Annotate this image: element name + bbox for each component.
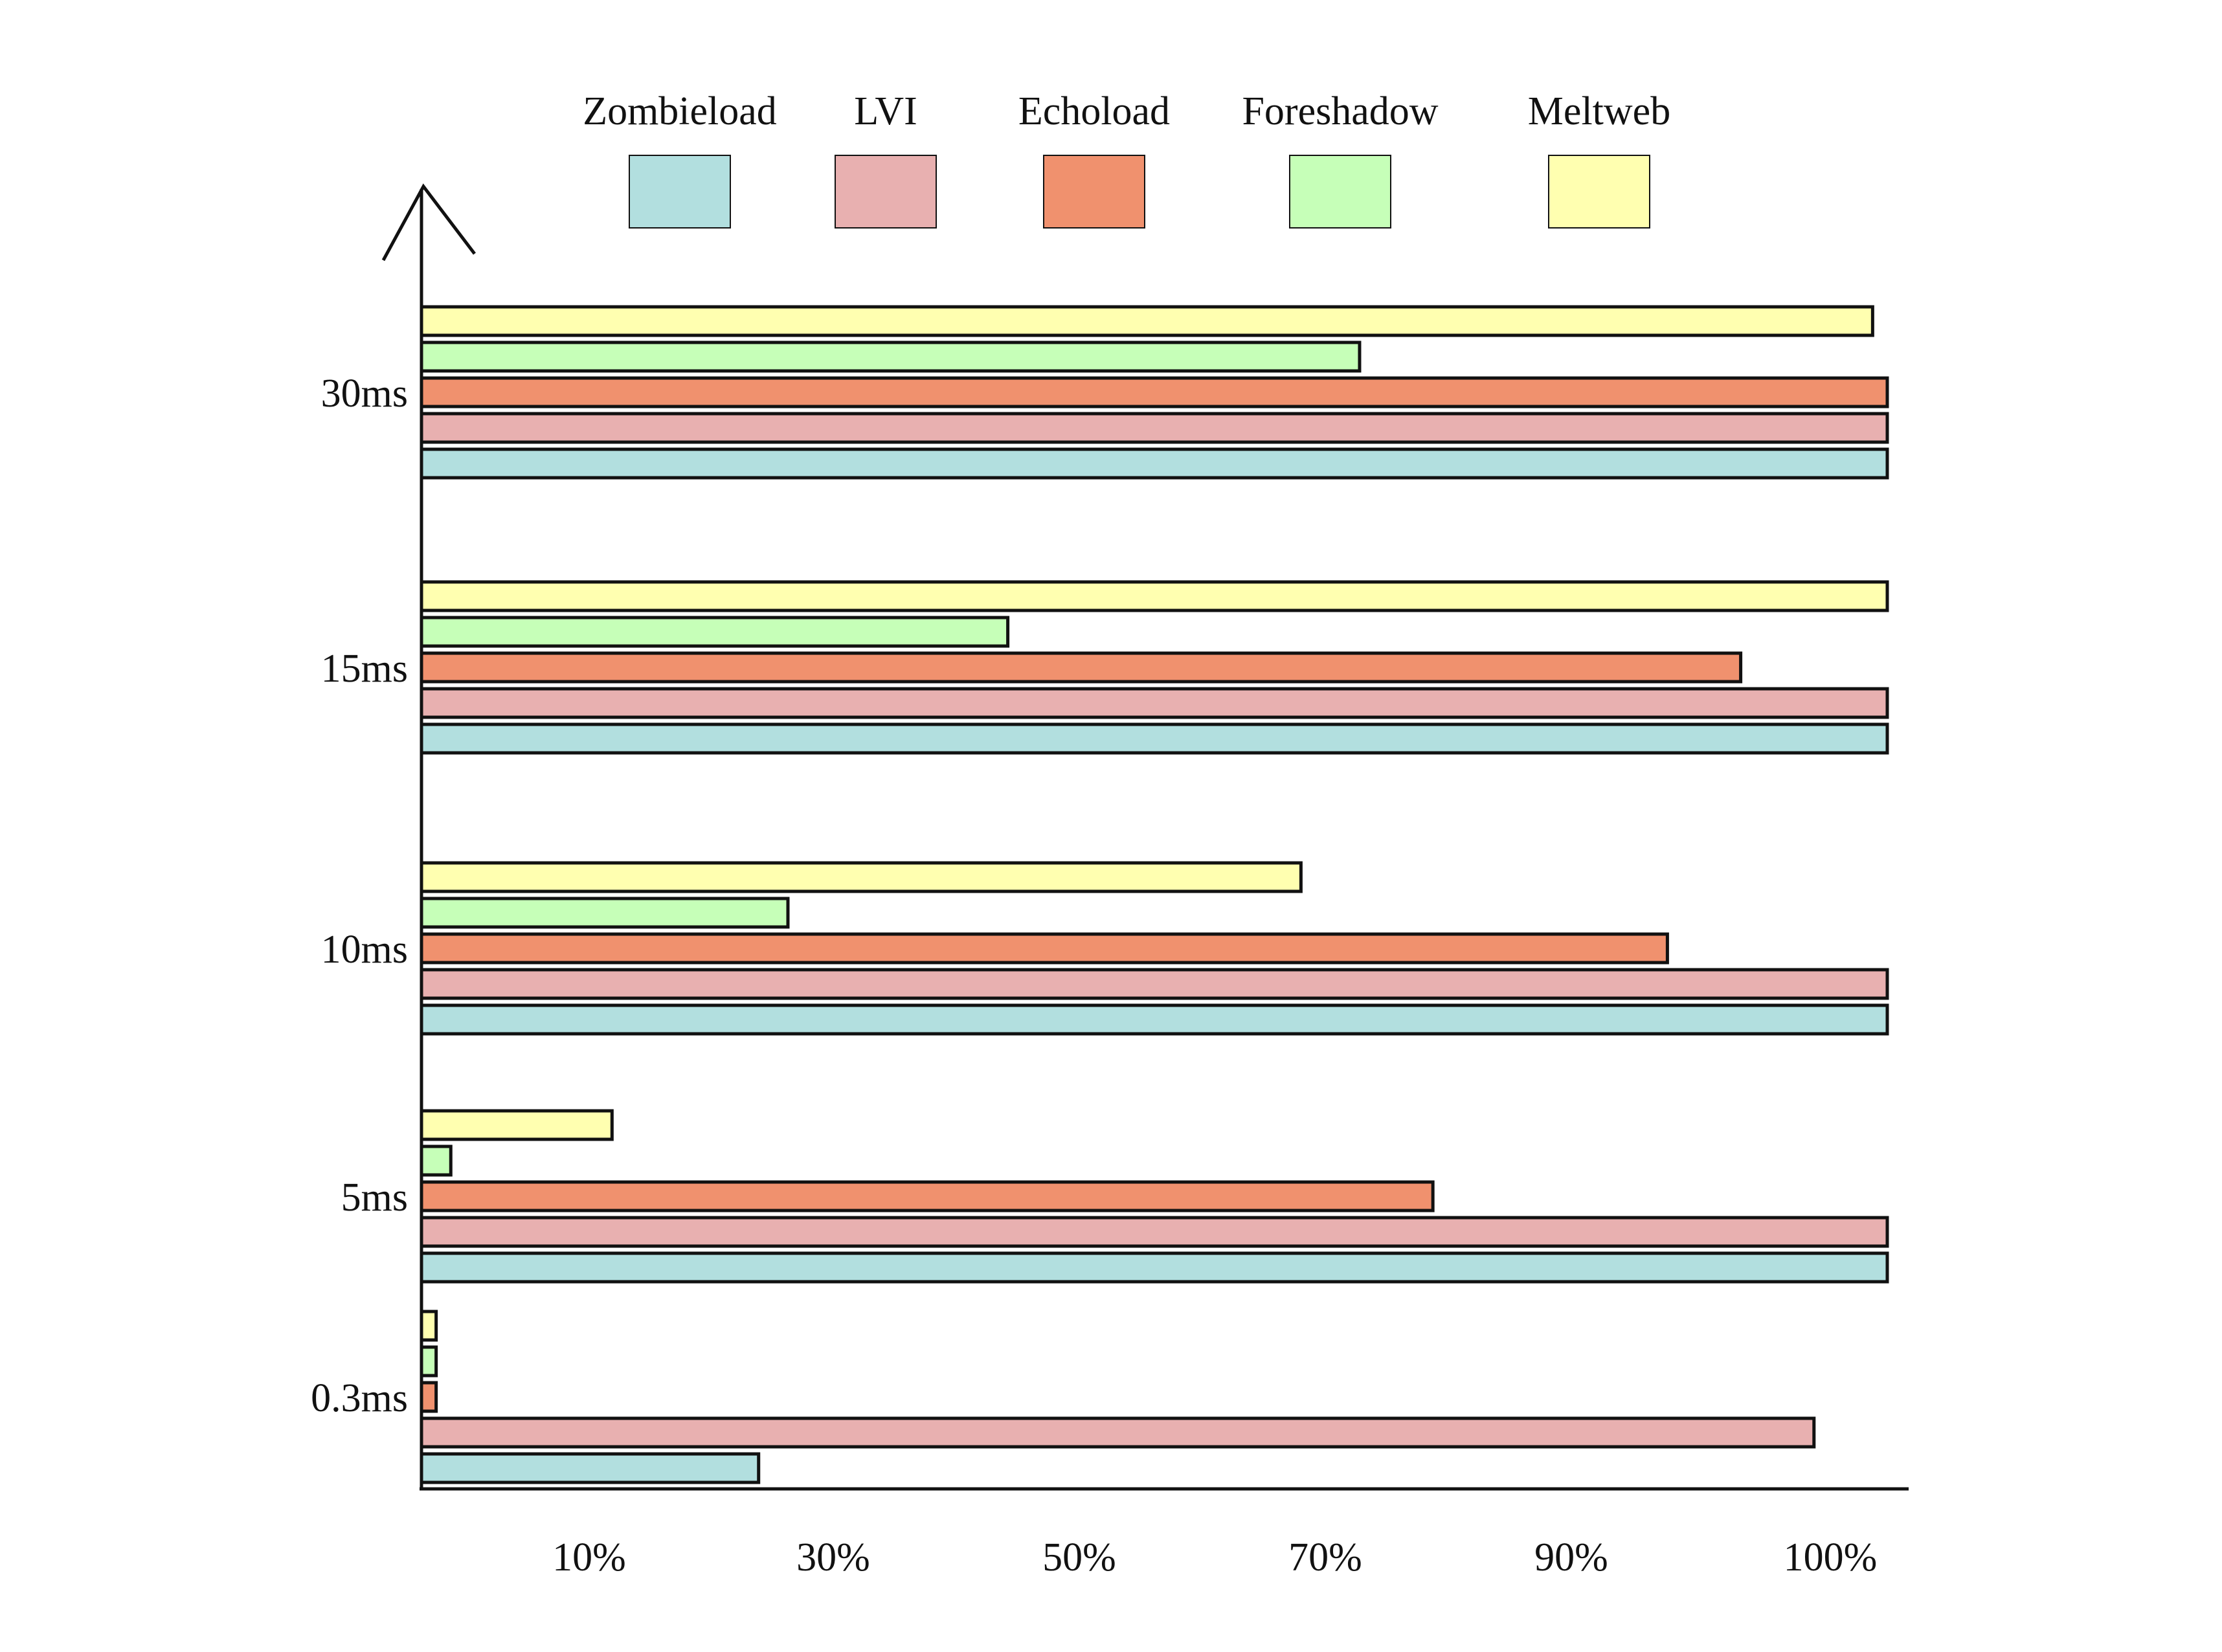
bar-foreshadow-10ms [420,897,790,929]
legend-swatch-lvi [835,155,937,229]
bar-zombieload-5ms [420,1251,1889,1284]
bar-foreshadow-0-3ms [420,1345,438,1378]
legend-swatch-foreshadow [1289,155,1391,229]
bar-foreshadow-15ms [420,616,1010,648]
bar-echoload-10ms [420,932,1669,965]
bar-foreshadow-5ms [420,1144,453,1177]
legend: Zombieload LVI Echoload Foreshadow Meltweb [583,89,1670,229]
x-tick-label-70: 70% [1288,1535,1362,1579]
category-label-30ms: 30ms [321,372,408,416]
bar-zombieload-30ms [420,447,1889,480]
bar-echoload-0-3ms [420,1381,438,1413]
bar-meltweb-30ms [420,305,1874,337]
x-tick-label-30: 30% [796,1535,870,1579]
category-labels: 0.3ms 5ms 10ms 15ms 30ms [311,372,408,1420]
bar-zombieload-15ms [420,722,1889,755]
bar-meltweb-0-3ms [420,1310,438,1342]
bar-echoload-15ms [420,651,1743,684]
axes [381,183,1909,1491]
legend-label-zombieload: Zombieload [583,89,777,133]
legend-swatch-zombieload [629,155,731,229]
x-tick-label-50: 50% [1042,1535,1116,1579]
bar-echoload-30ms [420,376,1889,408]
y-axis-arrowhead [381,183,476,262]
legend-label-foreshadow: Foreshadow [1242,89,1438,133]
x-tick-label-10: 10% [552,1535,626,1579]
category-label-15ms: 15ms [321,647,408,691]
legend-swatch-meltweb [1548,155,1650,229]
x-tick-label-100: 100% [1784,1535,1878,1579]
bar-lvi-0-3ms [420,1416,1816,1449]
bar-lvi-15ms [420,687,1889,719]
bar-lvi-30ms [420,412,1889,444]
bar-meltweb-15ms [420,580,1889,612]
bars [420,305,1889,1484]
bar-echoload-5ms [420,1180,1435,1212]
legend-swatch-echoload [1043,155,1145,229]
category-label-0-3ms: 0.3ms [311,1376,408,1420]
legend-label-lvi: LVI [854,89,917,133]
category-label-5ms: 5ms [341,1176,408,1220]
category-label-10ms: 10ms [321,928,408,972]
x-tick-labels: 10% 30% 50% 70% 90% 100% [552,1535,1877,1579]
bar-meltweb-5ms [420,1109,614,1141]
legend-label-meltweb: Meltweb [1528,89,1670,133]
bar-lvi-10ms [420,968,1889,1000]
bar-foreshadow-30ms [420,340,1362,373]
bar-meltweb-10ms [420,861,1303,893]
bar-zombieload-10ms [420,1003,1889,1036]
bar-lvi-5ms [420,1216,1889,1248]
legend-label-echoload: Echoload [1018,89,1170,133]
x-tick-label-90: 90% [1534,1535,1608,1579]
bar-zombieload-0-3ms [420,1452,761,1484]
